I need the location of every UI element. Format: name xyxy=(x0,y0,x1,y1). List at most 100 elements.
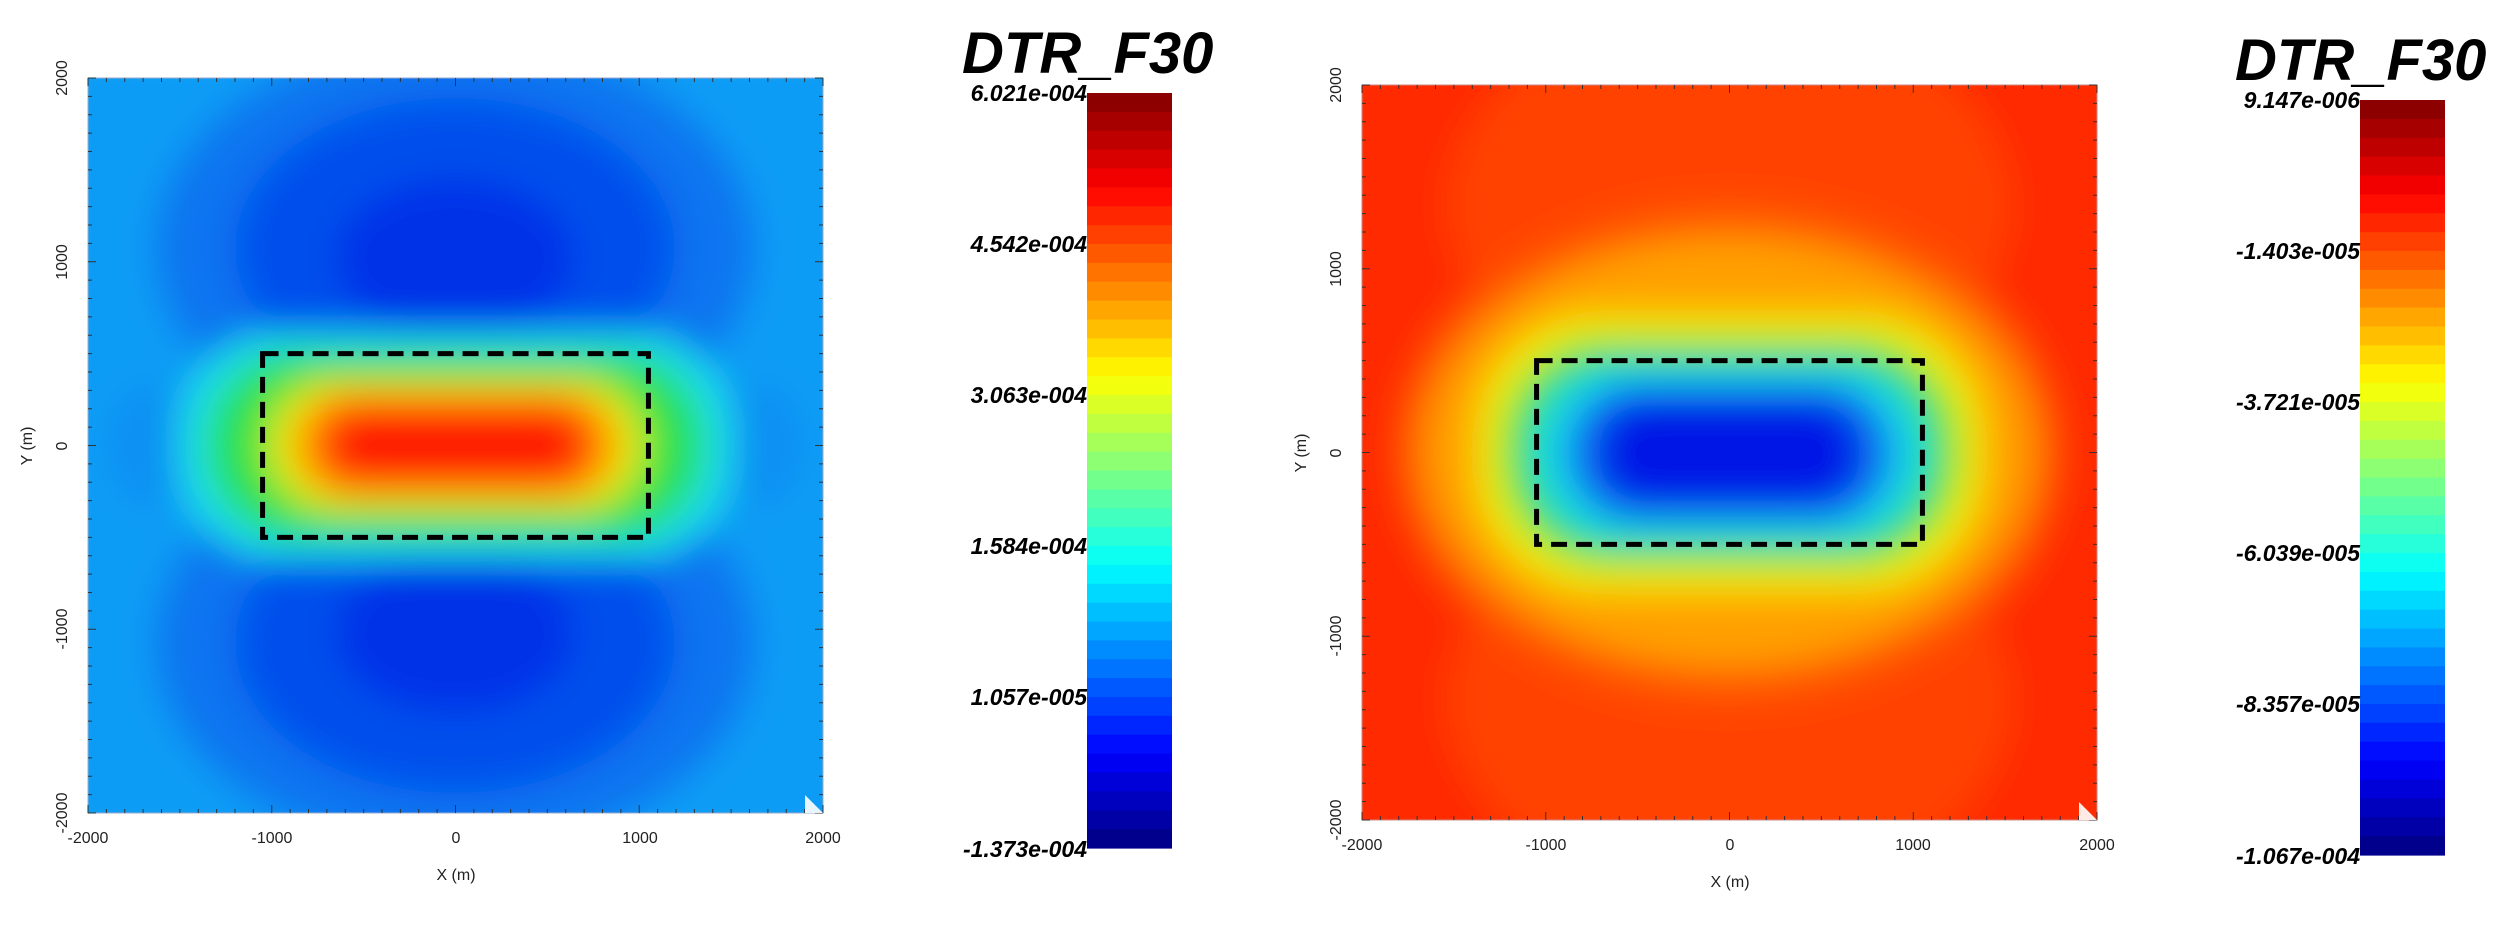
colorbar-band xyxy=(2360,326,2445,346)
heatmap-field-1 xyxy=(88,78,823,813)
colorbar-band xyxy=(2360,534,2445,554)
y-tick-label: -2000 xyxy=(1328,799,1345,840)
x-tick-label: 0 xyxy=(452,830,461,847)
colorbar-band xyxy=(1087,583,1172,604)
colorbar-band xyxy=(2360,571,2445,592)
x-tick-label: -1000 xyxy=(1526,837,1567,854)
colorbar-band xyxy=(2360,364,2445,384)
colorbar-band xyxy=(1087,715,1172,736)
colorbar-label: -6.039e-005 xyxy=(2236,540,2361,566)
colorbar-band xyxy=(2360,685,2445,705)
colorbar-band xyxy=(1087,640,1172,660)
colorbar-band xyxy=(1087,678,1172,698)
colorbar-band xyxy=(1087,659,1172,679)
y-tick-label: -1000 xyxy=(1328,615,1345,656)
colorbar-band xyxy=(1087,357,1172,377)
y-tick-label: -1000 xyxy=(54,608,71,649)
colorbar-title-1: DTR_F30 xyxy=(962,21,1213,86)
colorbar-band xyxy=(2360,590,2445,611)
colorbar-band xyxy=(1087,395,1172,415)
colorbar-band xyxy=(1087,564,1172,585)
colorbar-band xyxy=(1087,697,1172,717)
x-axis-title: X (m) xyxy=(436,867,475,884)
axis-ticks-1 xyxy=(87,77,824,814)
colorbar-band xyxy=(2360,628,2445,648)
colorbar-band xyxy=(2360,213,2445,233)
x-tick-label: 1000 xyxy=(1895,837,1931,854)
colorbar-band xyxy=(1087,489,1172,509)
colorbar-band xyxy=(2360,817,2445,837)
colorbar-band xyxy=(1087,244,1172,264)
x-tick-label: 0 xyxy=(1726,837,1735,854)
colorbar-band xyxy=(1087,829,1172,849)
y-tick-label: 0 xyxy=(54,441,71,450)
colorbar-band xyxy=(1087,376,1172,396)
colorbar-band xyxy=(1087,93,1172,113)
colorbar-band xyxy=(2360,402,2445,422)
colorbar-label: 4.542e-004 xyxy=(970,231,1088,257)
colorbar-label: -1.373e-004 xyxy=(963,836,1087,862)
y-axis-title: Y (m) xyxy=(1293,434,1310,473)
contour-plot-1: -2000 -1000 0 1000 2000 X (m) -2000 -100… xyxy=(19,60,841,884)
x-tick-label: 1000 xyxy=(622,830,658,847)
colorbar-band xyxy=(2360,383,2445,403)
colorbar-2: DTR_F30 9.147e-006 -1.403e-005 -3.721e-0… xyxy=(2235,28,2486,869)
colorbar-band xyxy=(2360,251,2445,271)
colorbar-band xyxy=(1087,319,1172,339)
heatmap-field-2 xyxy=(1362,85,2097,820)
colorbar-label: 3.063e-004 xyxy=(971,382,1088,408)
x-tick-label: 2000 xyxy=(805,830,841,847)
colorbar-band xyxy=(1087,791,1172,811)
colorbar-band xyxy=(2360,156,2445,177)
colorbar-band xyxy=(2360,836,2445,856)
colorbar-label: 9.147e-006 xyxy=(2244,87,2361,113)
colorbar-band xyxy=(1087,130,1172,151)
colorbar-label: -3.721e-005 xyxy=(2236,389,2361,415)
colorbar-band xyxy=(2360,666,2445,686)
colorbar-band xyxy=(2360,118,2445,139)
colorbar-band xyxy=(1087,413,1172,434)
colorbar-band xyxy=(1087,527,1172,547)
colorbar-band xyxy=(2360,345,2445,365)
colorbar-band xyxy=(1087,168,1172,188)
colorbar-band xyxy=(2360,647,2445,667)
y-tick-label: -2000 xyxy=(54,792,71,833)
colorbar-1: DTR_F30 6.021e-004 4.542e-004 3.063e-004… xyxy=(962,21,1213,862)
colorbar-band xyxy=(1087,225,1172,245)
colorbar-label: -1.403e-005 xyxy=(2236,238,2361,264)
x-axis-title: X (m) xyxy=(1710,874,1749,891)
colorbar-band xyxy=(1087,338,1172,358)
colorbar-band xyxy=(2360,420,2445,441)
colorbar-band xyxy=(2360,194,2445,214)
colorbar-band xyxy=(2360,232,2445,252)
colorbar-band xyxy=(2360,704,2445,724)
colorbar-band xyxy=(2360,798,2445,818)
colorbar-band xyxy=(1087,187,1172,207)
colorbar-band xyxy=(2360,100,2445,120)
colorbar-band xyxy=(1087,734,1172,755)
colorbar-band xyxy=(2360,741,2445,762)
colorbar-band xyxy=(1087,149,1172,170)
colorbar-band xyxy=(2360,439,2445,460)
colorbar-band xyxy=(1087,772,1172,792)
x-tick-label: -2000 xyxy=(1342,837,1383,854)
colorbar-band xyxy=(2360,269,2445,290)
corner-marker-1 xyxy=(805,795,823,813)
colorbar-band xyxy=(2360,137,2445,158)
colorbar-band xyxy=(1087,262,1172,283)
colorbar-band xyxy=(1087,300,1172,321)
colorbar-label: -1.067e-004 xyxy=(2236,843,2360,869)
colorbar-band xyxy=(1087,470,1172,490)
colorbar-bands-1 xyxy=(1087,93,1172,849)
corner-marker-2 xyxy=(2079,802,2097,820)
colorbar-band xyxy=(2360,175,2445,195)
y-tick-label: 1000 xyxy=(1328,251,1345,287)
colorbar-band xyxy=(1087,508,1172,528)
colorbar-band xyxy=(1087,621,1172,641)
colorbar-band xyxy=(2360,760,2445,781)
colorbar-label: 1.584e-004 xyxy=(971,533,1088,559)
colorbar-band xyxy=(1087,206,1172,226)
region-outline-2 xyxy=(1534,358,1925,547)
